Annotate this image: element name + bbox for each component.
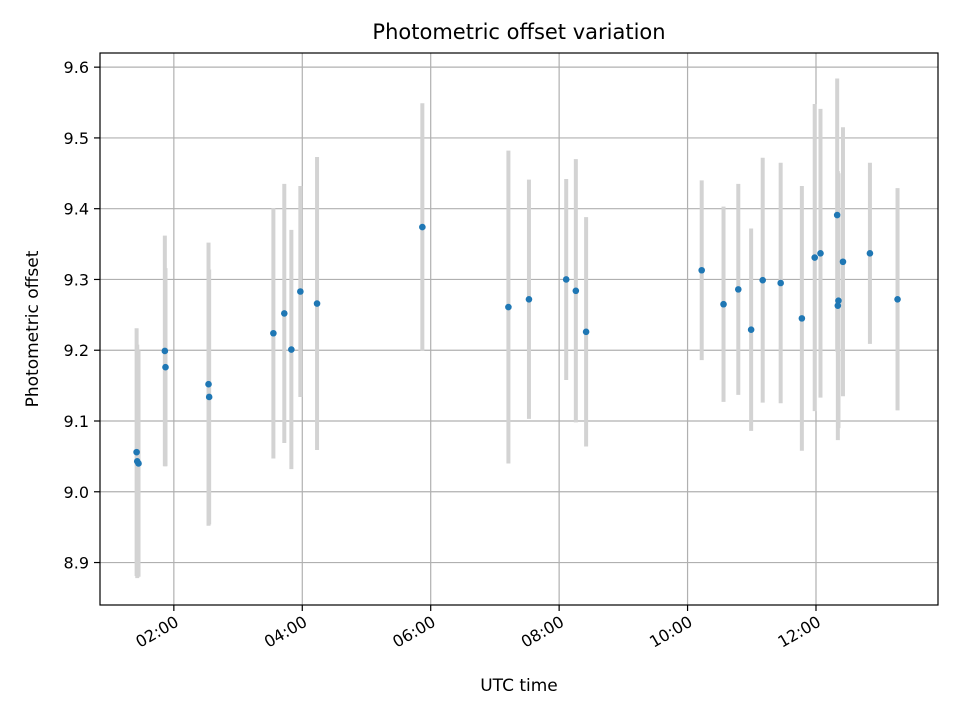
data-point <box>162 363 169 371</box>
grid-lines <box>100 53 938 605</box>
data-point <box>270 329 277 337</box>
data-point <box>834 302 842 309</box>
data-point <box>582 328 590 336</box>
y-tick-label: 9.5 <box>64 129 89 148</box>
data-point <box>205 393 213 401</box>
data-point <box>839 258 847 266</box>
data-point <box>698 266 705 274</box>
data-point <box>505 303 512 311</box>
data-points <box>133 211 901 467</box>
data-point <box>720 300 727 308</box>
x-axis-label: UTC time <box>480 676 558 696</box>
data-point <box>280 310 288 317</box>
data-point <box>205 380 212 388</box>
data-point <box>833 211 841 219</box>
data-point <box>135 460 142 467</box>
data-point <box>419 223 426 231</box>
data-point <box>313 300 321 307</box>
data-point <box>161 347 169 355</box>
data-point <box>798 315 806 322</box>
y-tick-label: 9.1 <box>64 412 89 431</box>
y-axis-ticks: 8.9 9.0 9.1 9.2 9.3 9.4 9.5 9.6 <box>64 58 100 573</box>
y-tick-label: 8.9 <box>64 554 89 573</box>
y-axis-label: Photometric offset <box>23 250 43 407</box>
data-point <box>894 295 901 303</box>
y-tick-label: 9.0 <box>64 483 89 502</box>
data-point <box>811 254 819 261</box>
data-point <box>525 295 533 303</box>
data-point <box>747 326 755 334</box>
data-point <box>297 288 304 295</box>
data-point <box>734 286 742 293</box>
plot-frame <box>99 52 939 606</box>
y-tick-label: 9.4 <box>64 200 89 219</box>
data-point <box>133 448 140 456</box>
data-point <box>777 279 784 287</box>
data-point <box>835 297 842 304</box>
y-tick-label: 9.2 <box>64 341 89 360</box>
y-tick-label: 9.6 <box>64 58 89 77</box>
data-point <box>562 276 570 283</box>
data-point <box>288 346 295 353</box>
chart-title: Photometric offset variation <box>372 20 665 44</box>
y-tick-label: 9.3 <box>64 270 89 289</box>
data-point <box>759 276 766 284</box>
data-point <box>572 287 580 295</box>
data-point <box>817 249 824 257</box>
data-point <box>866 249 874 257</box>
